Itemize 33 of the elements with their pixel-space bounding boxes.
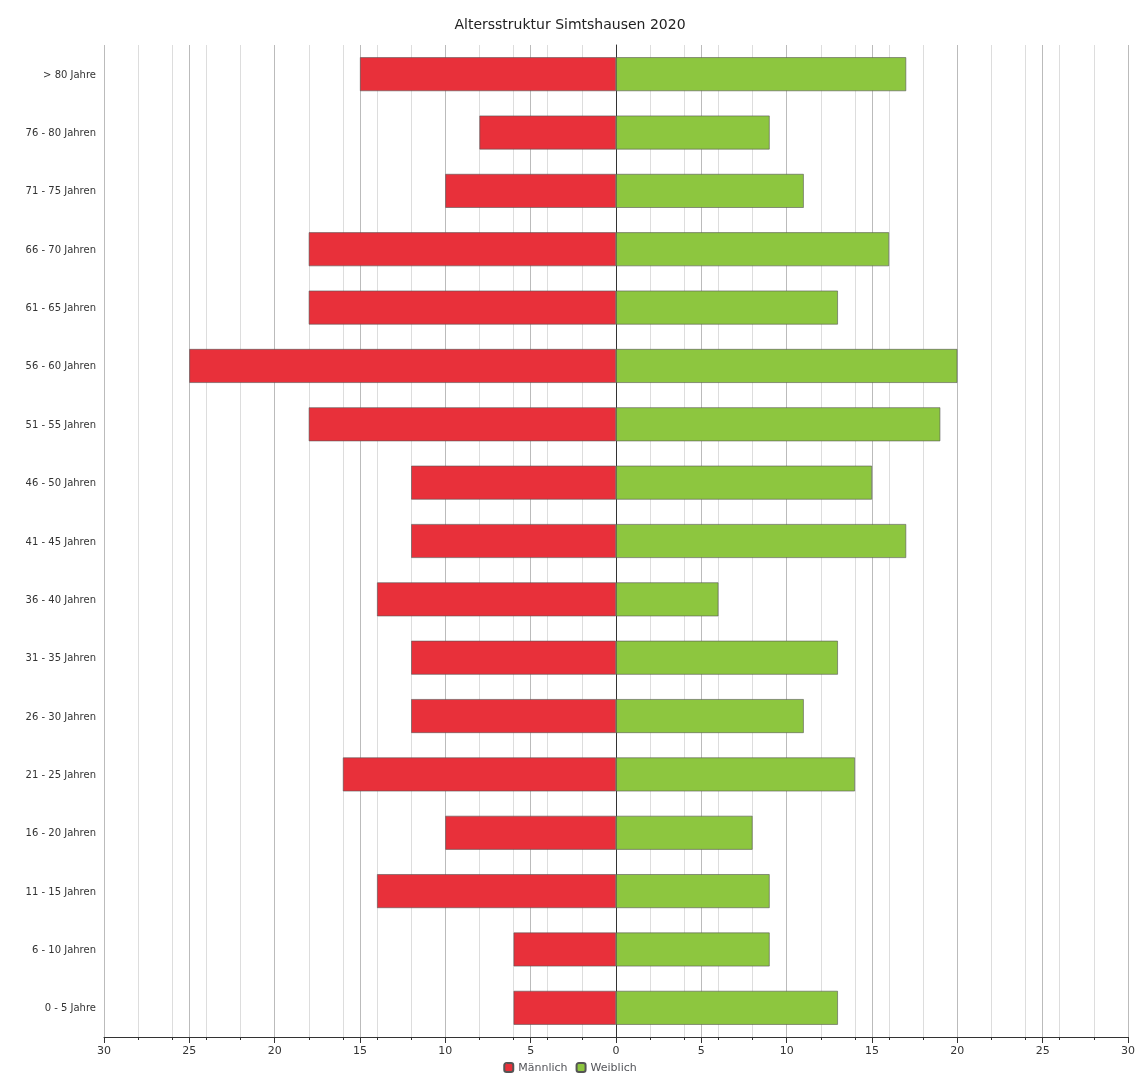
x-tick-label: 15 bbox=[865, 1044, 879, 1057]
x-tick-label: 25 bbox=[1035, 1044, 1050, 1057]
chart-title: Altersstruktur Simtshausen 2020 bbox=[454, 16, 686, 32]
legend-label: Männlich bbox=[518, 1061, 568, 1074]
y-tick-label: > 80 Jahre bbox=[43, 68, 96, 80]
y-tick-label: 16 - 20 Jahren bbox=[25, 827, 96, 839]
y-tick-label: 56 - 60 Jahren bbox=[25, 360, 96, 372]
x-tick-label: 0 bbox=[612, 1044, 620, 1057]
y-tick-label: 11 - 15 Jahren bbox=[25, 885, 96, 897]
x-tick-label: 20 bbox=[267, 1044, 282, 1057]
x-tick-label: 15 bbox=[353, 1044, 367, 1057]
y-tick-label: 31 - 35 Jahren bbox=[25, 652, 96, 664]
y-tick-label: 0 - 5 Jahre bbox=[44, 1002, 96, 1014]
x-tick-label: 5 bbox=[697, 1044, 705, 1057]
y-tick-label: 71 - 75 Jahren bbox=[25, 185, 96, 197]
y-tick-label: 36 - 40 Jahren bbox=[25, 593, 96, 605]
y-tick-label: 61 - 65 Jahren bbox=[25, 302, 96, 314]
y-tick-label: 51 - 55 Jahren bbox=[25, 418, 96, 430]
x-tick-label: 30 bbox=[1121, 1044, 1135, 1057]
x-tick-label: 5 bbox=[527, 1044, 535, 1057]
legend-label: Weiblich bbox=[590, 1061, 637, 1074]
y-tick-label: 41 - 45 Jahren bbox=[25, 535, 96, 547]
x-tick-label: 10 bbox=[779, 1044, 794, 1057]
y-tick-label: 6 - 10 Jahren bbox=[31, 943, 96, 955]
y-tick-label: 46 - 50 Jahren bbox=[25, 477, 96, 489]
y-tick-label: 66 - 70 Jahren bbox=[25, 243, 96, 255]
x-tick-label: 30 bbox=[97, 1044, 111, 1057]
y-tick-label: 26 - 30 Jahren bbox=[25, 710, 96, 722]
y-tick-label: 21 - 25 Jahren bbox=[25, 768, 96, 780]
y-tick-label: 76 - 80 Jahren bbox=[25, 127, 96, 139]
x-tick-label: 25 bbox=[182, 1044, 197, 1057]
x-tick-label: 10 bbox=[438, 1044, 453, 1057]
x-tick-label: 20 bbox=[950, 1044, 965, 1057]
